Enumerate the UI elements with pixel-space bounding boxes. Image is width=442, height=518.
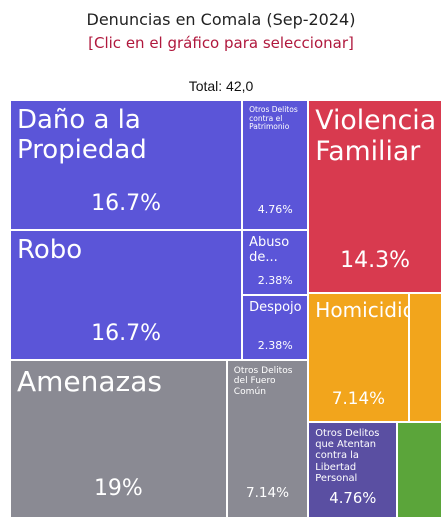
treemap-cell[interactable]: Abuso de... 2.38% <box>242 229 309 295</box>
treemap-cell[interactable]: Robo 16.7% <box>10 229 243 360</box>
cell-value-label: 2.38% <box>257 274 293 288</box>
treemap-cell[interactable]: Otros Delitos del Fuero Común 7.14% <box>226 359 309 518</box>
treemap-cell[interactable]: Violencia Familiar 14.3% <box>308 100 442 294</box>
treemap-cell[interactable]: Amenazas 19% <box>10 359 227 518</box>
cell-value-label: 7.14% <box>331 387 385 408</box>
treemap-cell[interactable]: Daño a la Propiedad 16.7% <box>10 100 243 230</box>
treemap-cell[interactable] <box>408 293 442 422</box>
cell-label: Daño a la Propiedad <box>17 105 147 165</box>
cell-value-label: 2.38% <box>257 339 293 353</box>
cell-label: Otros Delitos contra el Patrimonio <box>249 105 298 132</box>
cell-value-label: 4.76% <box>257 202 293 216</box>
treemap-cell[interactable]: Despojo 2.38% <box>242 294 309 360</box>
chart-title: Denuncias en Comala (Sep-2024) <box>86 10 356 29</box>
chart-subtitle: [Clic en el gráfico para seleccionar] <box>88 34 354 52</box>
cell-label: Amenazas <box>17 364 163 398</box>
treemap-cell[interactable]: Homicidio 7.14% <box>308 293 409 422</box>
cell-label: Homicidio <box>315 298 409 323</box>
cell-value-label: 14.3% <box>340 247 411 273</box>
cell-value-label: 19% <box>93 476 143 502</box>
total-label: Total: 42,0 <box>188 78 254 94</box>
treemap-cell[interactable]: Otros Delitos que Atentan contra la Libe… <box>308 421 398 518</box>
treemap-cell[interactable] <box>397 421 442 518</box>
treemap-cell[interactable]: Otros Delitos contra el Patrimonio 4.76% <box>242 100 309 230</box>
cell-value-label: 7.14% <box>245 485 290 502</box>
cell-value-label: 16.7% <box>91 190 161 216</box>
cell-label: Violencia Familiar <box>315 105 437 167</box>
cell-label: Abuso de... <box>249 234 290 265</box>
cell-value-label: 16.7% <box>91 320 161 346</box>
cell-label: Robo <box>17 234 83 265</box>
cell-label: Otros Delitos del Fuero Común <box>233 365 293 397</box>
cell-value-label: 4.76% <box>329 489 377 508</box>
cell-label: Despojo <box>249 299 302 315</box>
cell-label: Otros Delitos que Atentan contra la Libe… <box>315 427 380 485</box>
